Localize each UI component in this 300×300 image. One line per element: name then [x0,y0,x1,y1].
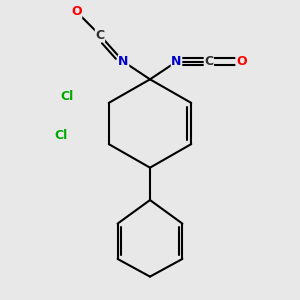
Text: C: C [204,55,214,68]
Text: Cl: Cl [60,91,74,103]
Text: Cl: Cl [54,129,68,142]
Text: N: N [171,55,182,68]
Text: N: N [118,55,129,68]
Text: O: O [71,5,82,18]
Text: O: O [236,55,247,68]
Text: C: C [95,29,104,42]
